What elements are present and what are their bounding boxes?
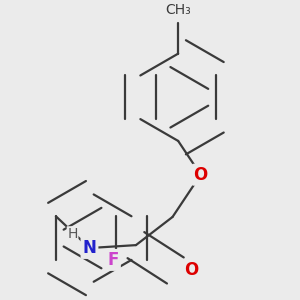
Text: O: O (194, 166, 208, 184)
Text: H: H (68, 227, 78, 241)
Text: N: N (82, 239, 96, 257)
Text: CH₃: CH₃ (165, 3, 191, 17)
Text: O: O (184, 262, 198, 280)
Text: F: F (107, 251, 119, 269)
